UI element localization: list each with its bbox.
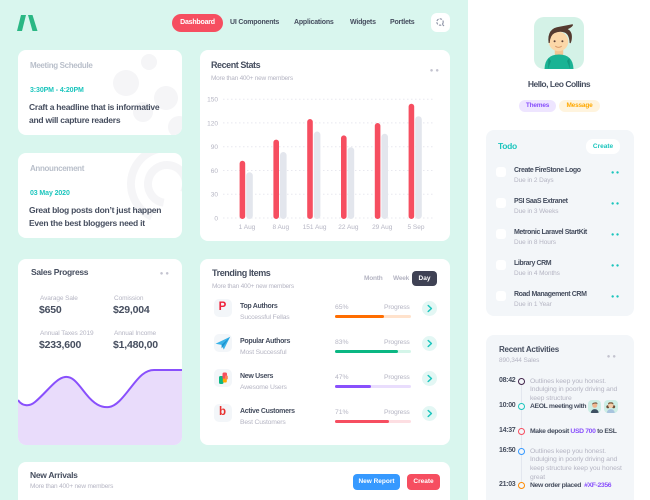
svg-text:5 Sep: 5 Sep bbox=[408, 224, 425, 231]
svg-text:22 Aug: 22 Aug bbox=[338, 224, 359, 231]
svg-text:29 Aug: 29 Aug bbox=[372, 224, 393, 231]
svg-text:0: 0 bbox=[214, 216, 218, 223]
svg-text:151 Aug: 151 Aug bbox=[303, 224, 327, 231]
svg-text:90: 90 bbox=[211, 144, 219, 151]
svg-text:1 Aug: 1 Aug bbox=[239, 224, 256, 231]
svg-text:60: 60 bbox=[211, 168, 219, 175]
svg-text:120: 120 bbox=[207, 120, 218, 127]
svg-text:30: 30 bbox=[211, 192, 219, 199]
svg-text:150: 150 bbox=[207, 97, 218, 104]
svg-text:8 Aug: 8 Aug bbox=[272, 224, 289, 231]
